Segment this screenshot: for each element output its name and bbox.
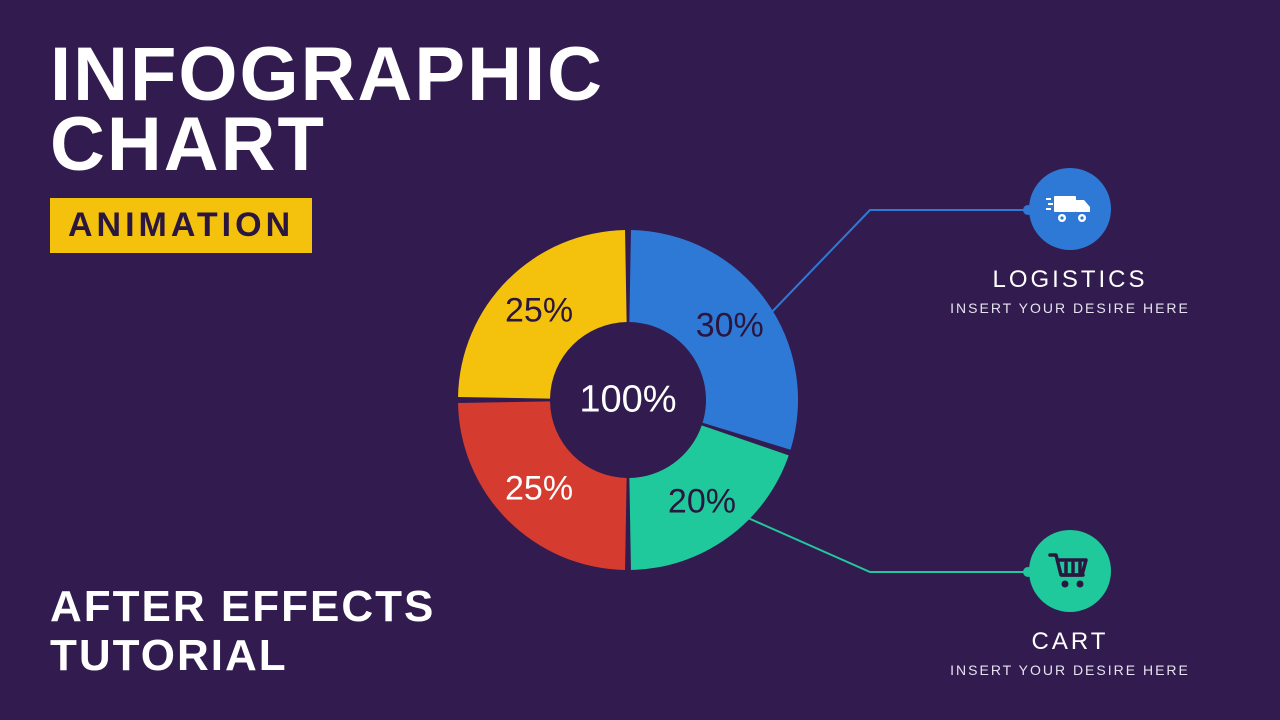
callout-logistics: LOGISTICS INSERT YOUR DESIRE HERE [940, 168, 1200, 316]
callout-title-cart: CART [940, 628, 1200, 656]
callout-title-logistics: LOGISTICS [940, 266, 1200, 294]
footer-block: AFTER EFFECTS TUTORIAL [50, 583, 435, 680]
donut-chart: 30% 20% 25% 25% 100% [458, 230, 798, 570]
title-block: INFOGRAPHIC CHART ANIMATION [50, 40, 604, 253]
donut-segment-label-0: 30% [696, 307, 764, 346]
donut-segment-label-3: 25% [505, 292, 573, 331]
title-line-1: INFOGRAPHIC [50, 40, 604, 110]
callout-cart: CART INSERT YOUR DESIRE HERE [940, 530, 1200, 678]
cart-icon [1029, 530, 1111, 612]
donut-segment-label-2: 25% [505, 469, 573, 508]
donut-center-label: 100% [579, 379, 676, 422]
callout-subtitle-logistics: INSERT YOUR DESIRE HERE [940, 300, 1200, 316]
callout-subtitle-cart: INSERT YOUR DESIRE HERE [940, 662, 1200, 678]
animation-badge: ANIMATION [50, 198, 312, 253]
footer-line-1: AFTER EFFECTS [50, 583, 435, 631]
donut-segment-label-1: 20% [668, 482, 736, 521]
title-line-2: CHART [50, 110, 604, 180]
truck-icon [1029, 168, 1111, 250]
footer-line-2: TUTORIAL [50, 632, 435, 680]
